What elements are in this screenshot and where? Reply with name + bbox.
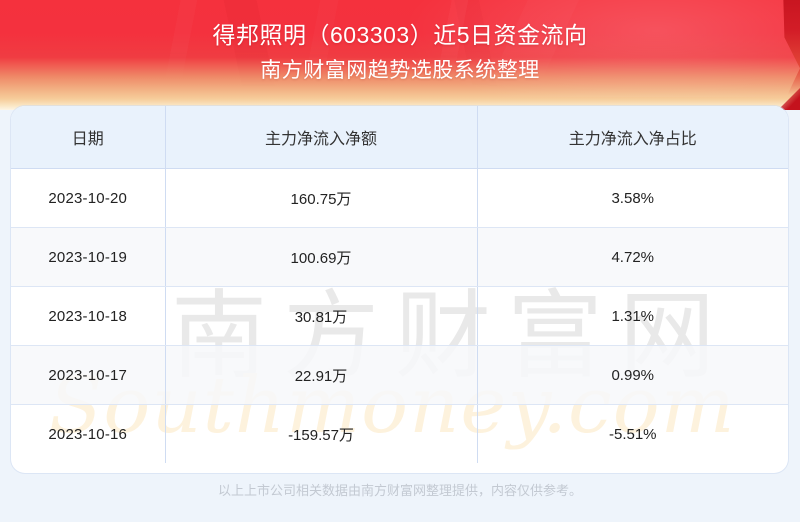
- banner-glow: [368, 0, 800, 97]
- cell-date: 2023-10-18: [11, 286, 166, 346]
- column-header-date: 日期: [11, 106, 166, 169]
- cell-net-inflow-amount: -159.57万: [165, 404, 478, 463]
- cell-net-inflow-ratio: -5.51%: [608, 425, 657, 443]
- cell-date: 2023-10-17: [11, 345, 166, 405]
- footnote-disclaimer: 以上上市公司相关数据由南方财富网整理提供，内容仅供参考。: [217, 483, 582, 498]
- table-header: 日期 主力净流入净额 主力净流入净占比: [11, 106, 788, 169]
- table-row: 2023-10-17 22.91万 0.99%: [11, 345, 788, 405]
- cell-date: 2023-10-19: [11, 227, 166, 287]
- banner-header: 得邦照明（603303）近5日资金流向 南方财富网趋势选股系统整理: [0, 0, 800, 110]
- cell-net-inflow-amount: 100.69万: [165, 227, 478, 287]
- table-header-row: 日期 主力净流入净额 主力净流入净占比: [11, 106, 788, 169]
- table-row: 2023-10-19 100.69万 4.72%: [11, 227, 788, 287]
- fund-flow-table-card: 南方财富网 Southmoney.com 日期 主力净流入净额 主力净流入净占比…: [11, 106, 788, 473]
- cell-net-inflow-amount: 22.91万: [165, 345, 478, 405]
- cell-net-inflow-ratio: 3.58%: [477, 168, 788, 228]
- cell-net-inflow-ratio: 1.31%: [477, 286, 788, 346]
- table-body: 2023-10-20 160.75万 3.58% 2023-10-19 100.…: [11, 168, 788, 463]
- banner-texture: [0, 0, 800, 110]
- page-subtitle: 南方财富网趋势选股系统整理: [260, 59, 540, 82]
- cell-date: 2023-10-16: [11, 404, 166, 463]
- fund-flow-table: 日期 主力净流入净额 主力净流入净占比 2023-10-20 160.75万 3…: [11, 106, 788, 463]
- page-title: 得邦照明（603303）近5日资金流向: [212, 22, 588, 48]
- table-row: 2023-10-16 -159.57万 -5.51%: [11, 404, 788, 463]
- cell-net-inflow-ratio: 4.72%: [477, 227, 788, 287]
- banner-title-block: 得邦照明（603303）近5日资金流向 南方财富网趋势选股系统整理: [0, 0, 800, 85]
- cell-net-inflow-amount: 160.75万: [165, 168, 478, 228]
- column-header-net-inflow-amount: 主力净流入净额: [165, 106, 478, 169]
- cell-date: 2023-10-20: [11, 168, 166, 228]
- column-header-net-inflow-ratio: 主力净流入净占比: [477, 106, 788, 169]
- cell-net-inflow-ratio: 0.99%: [477, 345, 788, 405]
- table-row: 2023-10-20 160.75万 3.58%: [11, 168, 788, 228]
- table-row: 2023-10-18 30.81万 1.31%: [11, 286, 788, 346]
- cell-net-inflow-amount: 30.81万: [165, 286, 478, 346]
